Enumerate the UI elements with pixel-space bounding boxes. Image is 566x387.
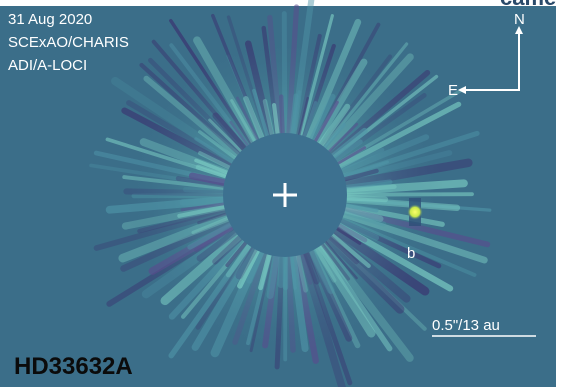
method: ADI/A-LOCI xyxy=(8,57,87,74)
astro-image: b 31 Aug 2020 SCExAO/CHARIS ADI/A-LOCI N… xyxy=(0,0,566,387)
speckle xyxy=(186,189,223,191)
speckle xyxy=(183,199,223,202)
date: 31 Aug 2020 xyxy=(8,11,92,28)
speckle xyxy=(347,198,385,200)
companion-dot xyxy=(407,204,423,220)
compass-north: N xyxy=(514,11,525,28)
speckle xyxy=(281,257,282,284)
caption-fragment: came xyxy=(500,0,556,10)
compass-east: E xyxy=(448,82,458,99)
companion-label: b xyxy=(407,245,415,262)
target-name: HD33632A xyxy=(14,353,133,380)
scale-bar-label: 0.5"/13 au xyxy=(432,317,500,334)
speckle xyxy=(281,97,282,133)
instrument: SCExAO/CHARIS xyxy=(8,34,129,51)
